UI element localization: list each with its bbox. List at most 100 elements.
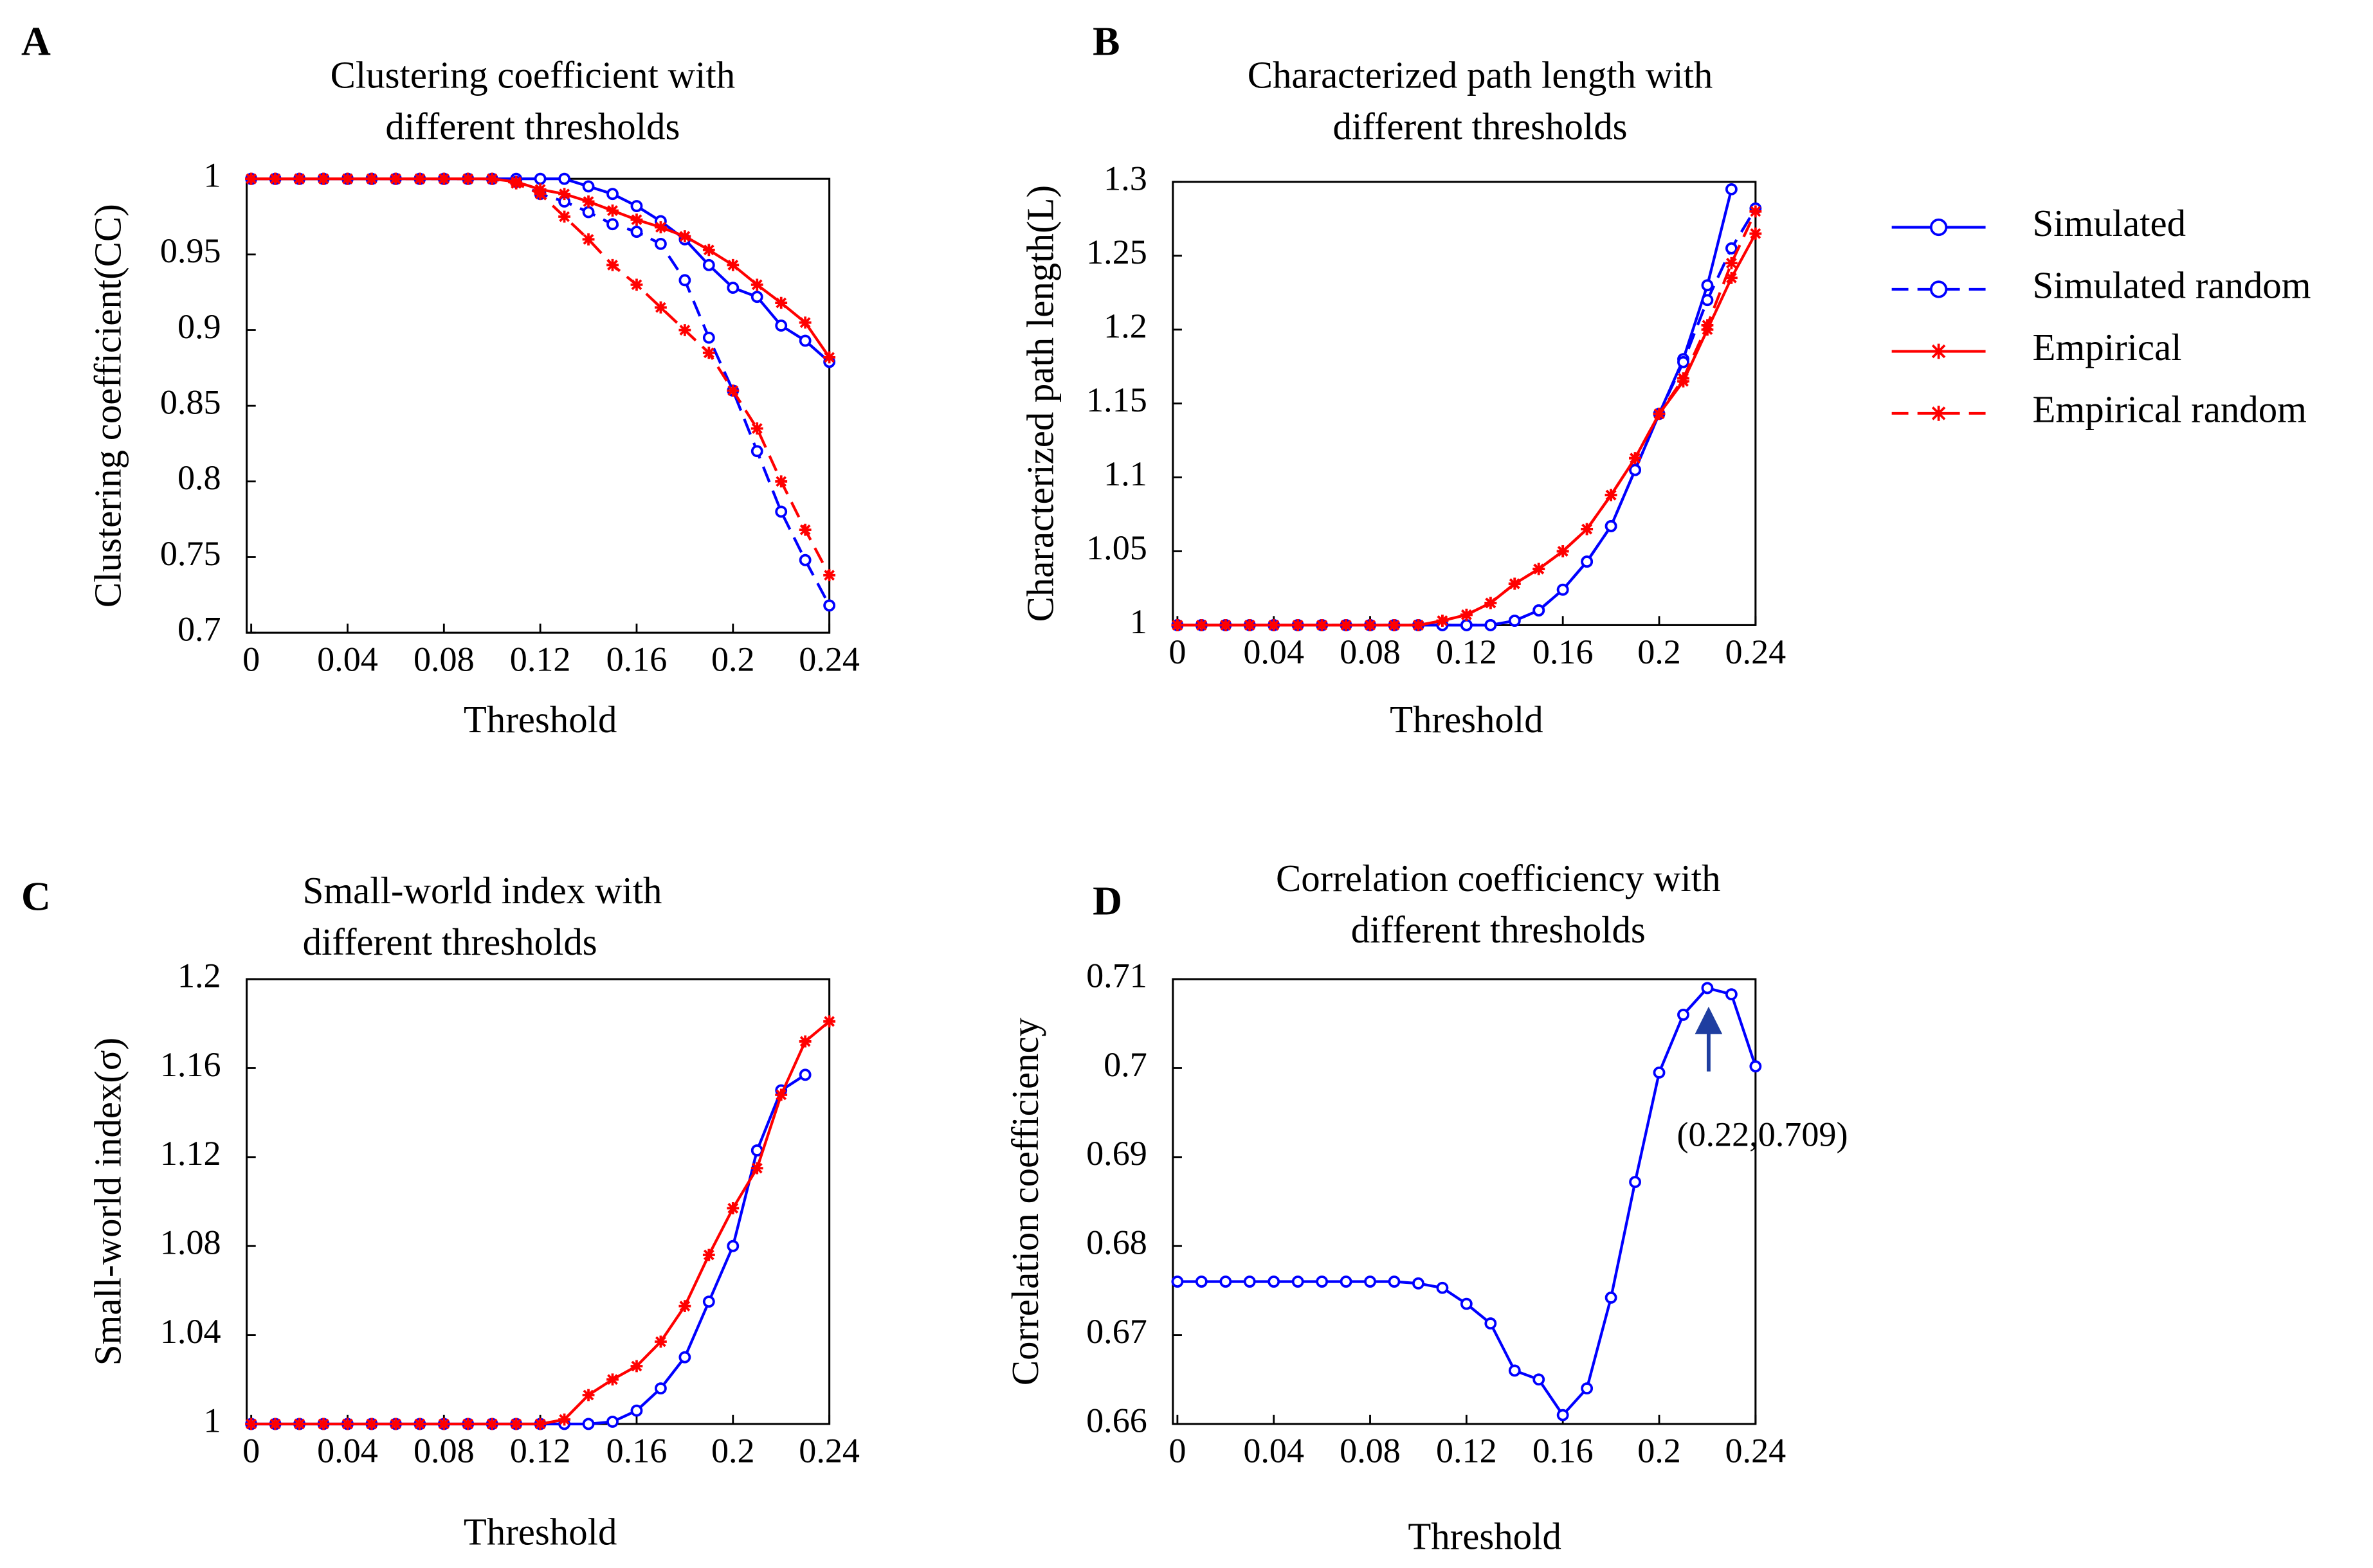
point xyxy=(1701,982,1714,995)
x-tick-label: 0.12 xyxy=(510,1431,571,1470)
x-tick-label: 0 xyxy=(1168,633,1186,671)
point xyxy=(1340,618,1352,631)
point xyxy=(1725,242,1738,255)
series-line xyxy=(251,1020,830,1426)
panel-letter: B xyxy=(1093,19,1120,64)
point xyxy=(1749,227,1762,240)
y-tick-label: 0.85 xyxy=(160,383,221,422)
point xyxy=(1653,408,1666,420)
y-tick-label: 1 xyxy=(204,156,221,195)
point xyxy=(606,258,619,271)
legend-label: Empirical random xyxy=(2033,388,2307,430)
point xyxy=(534,172,547,185)
y-tick-label: 1 xyxy=(1130,602,1147,641)
point xyxy=(630,226,643,238)
point xyxy=(678,324,691,336)
series-line xyxy=(251,177,831,606)
y-tick-label: 0.9 xyxy=(177,307,221,346)
y-tick-label: 1.12 xyxy=(160,1134,221,1173)
point xyxy=(462,172,475,185)
point xyxy=(269,1418,282,1430)
point xyxy=(245,172,258,185)
point xyxy=(582,1418,595,1430)
point xyxy=(1532,604,1545,617)
series-line xyxy=(1177,986,1757,1418)
point xyxy=(1629,452,1641,465)
point xyxy=(317,1418,330,1430)
point xyxy=(606,204,619,217)
point xyxy=(1749,205,1762,218)
point xyxy=(1195,1275,1208,1288)
point xyxy=(1605,1292,1617,1304)
point xyxy=(1243,618,1256,631)
point xyxy=(750,1162,763,1175)
point xyxy=(655,301,667,314)
point xyxy=(1316,1275,1329,1288)
point xyxy=(799,334,812,347)
x-tick-label: 0 xyxy=(1168,1431,1186,1470)
point xyxy=(1388,1275,1401,1288)
point xyxy=(727,282,740,294)
point xyxy=(799,1068,812,1081)
chart-title: Characterized path length with xyxy=(1248,54,1713,96)
point xyxy=(1412,618,1424,631)
y-tick-label: 0.67 xyxy=(1086,1312,1147,1351)
point xyxy=(414,172,426,185)
point xyxy=(655,237,667,250)
point xyxy=(510,1418,523,1430)
x-axis-label: Threshold xyxy=(464,699,617,741)
point xyxy=(1484,618,1497,631)
point xyxy=(1725,257,1738,269)
x-tick-label: 0.08 xyxy=(1340,633,1401,671)
point xyxy=(775,505,788,518)
point xyxy=(1629,464,1641,476)
chart-title: different thresholds xyxy=(1351,909,1646,951)
point xyxy=(727,1202,740,1214)
point xyxy=(1725,271,1738,284)
point xyxy=(750,278,763,291)
point xyxy=(1171,618,1184,631)
point xyxy=(630,1360,643,1373)
point xyxy=(678,230,691,243)
point xyxy=(510,177,523,190)
point xyxy=(582,233,595,246)
point xyxy=(486,172,498,185)
point xyxy=(655,221,667,233)
legend-label: Empirical xyxy=(2033,327,2182,368)
legend-label: Simulated random xyxy=(2033,264,2311,306)
annotation-arrow xyxy=(1695,1006,1723,1072)
point xyxy=(1532,563,1545,575)
x-axis-label: Threshold xyxy=(1408,1516,1561,1558)
panel-letter: A xyxy=(21,19,51,64)
point xyxy=(414,1418,426,1430)
point xyxy=(1460,618,1473,631)
point xyxy=(582,1389,595,1401)
point xyxy=(1556,583,1569,596)
point xyxy=(341,1418,354,1430)
annotation: (0.22,0.709) xyxy=(1677,1115,1848,1154)
series-line xyxy=(1177,188,1733,627)
point xyxy=(1436,1281,1449,1294)
x-tick-label: 0.04 xyxy=(1243,1431,1304,1470)
x-tick-label: 0.08 xyxy=(1340,1431,1401,1470)
chart-title: Correlation coefficiency with xyxy=(1276,858,1721,899)
y-tick-label: 1.04 xyxy=(160,1312,221,1351)
y-axis-label: Clustering coefficient(CC) xyxy=(87,204,129,608)
point xyxy=(1195,618,1208,631)
chart-title: Small-world index with xyxy=(303,870,662,912)
point xyxy=(582,195,595,208)
point xyxy=(702,258,715,271)
x-tick-label: 0.2 xyxy=(711,640,755,679)
point xyxy=(775,475,788,488)
point xyxy=(558,188,571,201)
point xyxy=(1460,1297,1473,1310)
point xyxy=(1219,618,1232,631)
point xyxy=(1581,555,1594,568)
series-line xyxy=(1177,233,1757,627)
point xyxy=(437,172,450,185)
point xyxy=(1268,1275,1280,1288)
point xyxy=(1677,372,1689,384)
series-line xyxy=(251,177,831,363)
chart-title: different thresholds xyxy=(385,105,680,147)
y-tick-label: 0.66 xyxy=(1086,1401,1147,1439)
